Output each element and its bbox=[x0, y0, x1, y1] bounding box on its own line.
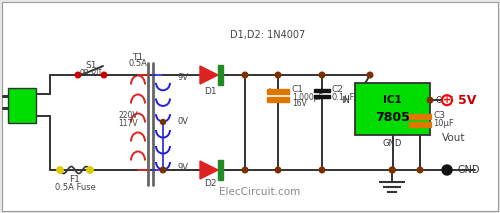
Circle shape bbox=[160, 119, 166, 125]
Text: 1,000μF: 1,000μF bbox=[292, 92, 323, 102]
Bar bbox=[409, 122, 431, 127]
Bar bbox=[314, 89, 330, 92]
Polygon shape bbox=[200, 66, 218, 84]
Circle shape bbox=[275, 167, 281, 173]
Text: Vout: Vout bbox=[442, 133, 466, 143]
Text: D2: D2 bbox=[204, 180, 216, 189]
Text: 5V: 5V bbox=[458, 94, 476, 107]
Text: 0.5A: 0.5A bbox=[128, 59, 148, 69]
Circle shape bbox=[442, 95, 452, 105]
Text: C2: C2 bbox=[332, 85, 344, 94]
Text: +: + bbox=[407, 112, 415, 122]
Text: 220V: 220V bbox=[118, 111, 138, 119]
Text: S1: S1 bbox=[85, 60, 97, 69]
Text: 9V: 9V bbox=[177, 163, 188, 171]
Text: 0.1μF: 0.1μF bbox=[332, 92, 355, 102]
Circle shape bbox=[242, 72, 248, 78]
Circle shape bbox=[367, 72, 373, 78]
Circle shape bbox=[319, 167, 325, 173]
Circle shape bbox=[275, 72, 281, 78]
Text: on-off: on-off bbox=[80, 66, 102, 75]
Text: C1: C1 bbox=[292, 85, 304, 94]
Text: +: + bbox=[443, 95, 451, 105]
Circle shape bbox=[417, 167, 423, 173]
Bar bbox=[267, 97, 289, 102]
Polygon shape bbox=[200, 161, 218, 179]
Bar bbox=[218, 65, 223, 85]
Text: D1,D2: 1N4007: D1,D2: 1N4007 bbox=[230, 30, 305, 40]
Text: C3: C3 bbox=[433, 111, 445, 120]
Text: 0V: 0V bbox=[177, 118, 188, 127]
Circle shape bbox=[389, 167, 395, 173]
Text: 0.5A Fuse: 0.5A Fuse bbox=[54, 184, 96, 193]
Text: T1: T1 bbox=[132, 52, 143, 62]
Circle shape bbox=[390, 167, 396, 173]
Bar bbox=[267, 89, 289, 94]
Circle shape bbox=[242, 167, 248, 173]
Text: 9V: 9V bbox=[177, 73, 188, 82]
Text: +: + bbox=[265, 87, 273, 97]
Text: ElecCircuit.com: ElecCircuit.com bbox=[220, 187, 300, 197]
Text: D1: D1 bbox=[204, 86, 216, 95]
Circle shape bbox=[101, 72, 107, 78]
Bar bbox=[314, 95, 330, 98]
Bar bbox=[355, 83, 430, 135]
Bar bbox=[218, 160, 223, 180]
Bar bbox=[8, 88, 36, 123]
Circle shape bbox=[75, 72, 81, 78]
Text: F1: F1 bbox=[70, 176, 80, 184]
Circle shape bbox=[160, 167, 166, 173]
Circle shape bbox=[427, 97, 433, 103]
Text: IN: IN bbox=[341, 96, 350, 105]
Circle shape bbox=[319, 72, 325, 78]
Text: 10μF: 10μF bbox=[433, 119, 454, 128]
Circle shape bbox=[442, 165, 452, 175]
Bar bbox=[409, 114, 431, 119]
Text: OUT: OUT bbox=[435, 96, 453, 105]
Text: GND: GND bbox=[383, 138, 402, 147]
Text: 7805: 7805 bbox=[375, 111, 410, 124]
Text: IC1: IC1 bbox=[383, 95, 402, 105]
Circle shape bbox=[57, 167, 63, 173]
Text: GND: GND bbox=[458, 165, 480, 175]
Text: 117V: 117V bbox=[118, 118, 138, 128]
Circle shape bbox=[87, 167, 93, 173]
Text: 16V: 16V bbox=[292, 99, 307, 108]
